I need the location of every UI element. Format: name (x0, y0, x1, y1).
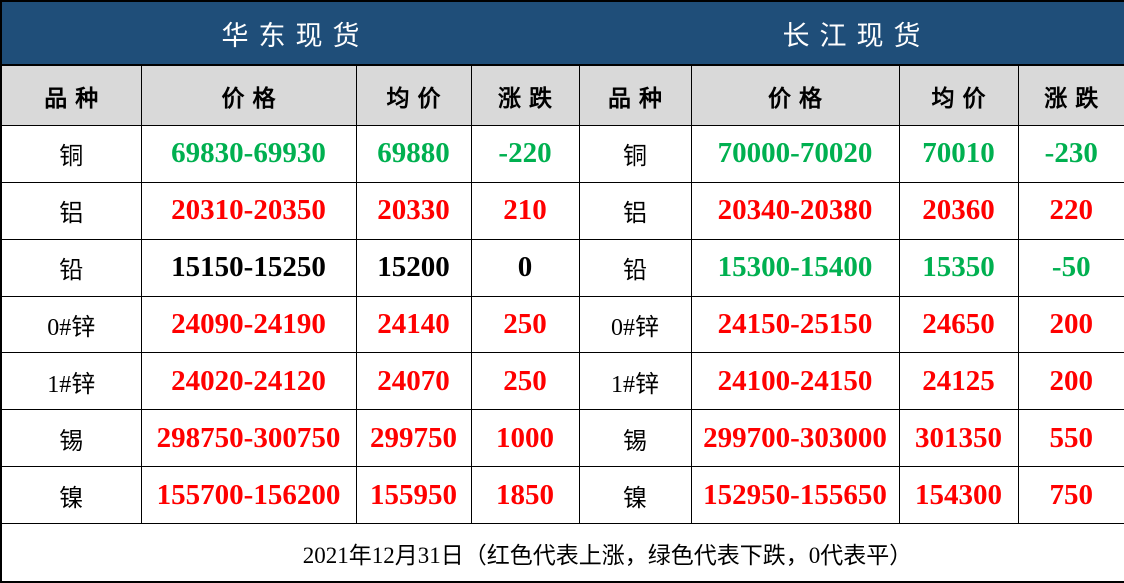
huadong-name-cell: 铝 (0, 181, 142, 240)
changjiang-change-cell: 200 (1017, 295, 1124, 354)
col-header-huadong-change: 涨跌 (470, 64, 580, 126)
changjiang-name-cell: 铝 (578, 181, 692, 240)
changjiang-change-cell: 220 (1017, 181, 1124, 240)
huadong-change-cell: 210 (470, 181, 580, 240)
changjiang-name-cell: 铜 (578, 125, 692, 183)
col-header-changjiang-change: 涨跌 (1017, 64, 1124, 126)
huadong-change-cell: 1000 (470, 409, 580, 468)
price-row-3: 0#锌 24090-24190 24140 250 0#锌 24150-25150 2465… (0, 295, 1124, 354)
price-row-2: 铅 15150-15250 15200 0 铅 15300-15400 15350 -50 (0, 238, 1124, 297)
changjiang-avg-cell: 24125 (898, 352, 1019, 411)
huadong-avg-cell: 15200 (355, 238, 472, 297)
changjiang-change-cell: 200 (1017, 352, 1124, 411)
changjiang-name-cell: 1#锌 (578, 352, 692, 411)
huadong-name-cell: 铜 (0, 125, 142, 183)
huadong-price-cell: 24020-24120 (140, 352, 357, 411)
huadong-change-cell: -220 (470, 125, 580, 183)
changjiang-price-cell: 70000-70020 (690, 125, 900, 183)
changjiang-change-cell: -230 (1017, 125, 1124, 183)
price-row-5: 锡 298750-300750 299750 1000 锡 299700-303000 30… (0, 409, 1124, 468)
huadong-price-cell: 298750-300750 (140, 409, 357, 468)
changjiang-change-cell: 750 (1017, 466, 1124, 524)
changjiang-name-cell: 0#锌 (578, 295, 692, 354)
col-header-huadong-price: 价格 (140, 64, 357, 126)
huadong-avg-cell: 69880 (355, 125, 472, 183)
price-row-4: 1#锌 24020-24120 24070 250 1#锌 24100-24150 2412… (0, 352, 1124, 411)
huadong-price-cell: 15150-15250 (140, 238, 357, 297)
col-header-changjiang-average: 均价 (898, 64, 1019, 126)
huadong-change-cell: 250 (470, 295, 580, 354)
changjiang-name-cell: 锡 (578, 409, 692, 468)
changjiang-avg-cell: 20360 (898, 181, 1019, 240)
table-title-changjiang: 长江现货 (579, 1, 1124, 66)
changjiang-avg-cell: 15350 (898, 238, 1019, 297)
price-row-0: 铜 69830-69930 69880 -220 铜 70000-70020 70010 -2… (0, 125, 1124, 183)
huadong-change-cell: 0 (470, 238, 580, 297)
huadong-price-cell: 155700-156200 (140, 466, 357, 524)
changjiang-price-cell: 20340-20380 (690, 181, 900, 240)
col-header-huadong-average: 均价 (355, 64, 472, 126)
col-header-changjiang-variety: 品种 (578, 64, 692, 126)
changjiang-avg-cell: 24650 (898, 295, 1019, 354)
huadong-avg-cell: 24070 (355, 352, 472, 411)
footer-row: 2021年12月31日（红色代表上涨，绿色代表下跌，0代表平） (1, 523, 1124, 582)
market-title-row: 华东现货 长江现货 (1, 1, 1124, 66)
price-table-body: 铜 69830-69930 69880 -220 铜 70000-70020 70010 -2… (0, 125, 1124, 524)
changjiang-avg-cell: 154300 (898, 466, 1019, 524)
huadong-name-cell: 锡 (0, 409, 142, 468)
huadong-avg-cell: 24140 (355, 295, 472, 354)
huadong-name-cell: 镍 (0, 466, 142, 524)
huadong-change-cell: 250 (470, 352, 580, 411)
huadong-avg-cell: 299750 (355, 409, 472, 468)
huadong-avg-cell: 20330 (355, 181, 472, 240)
table-title-huadong: 华东现货 (1, 1, 579, 66)
huadong-price-cell: 20310-20350 (140, 181, 357, 240)
changjiang-avg-cell: 301350 (898, 409, 1019, 468)
changjiang-name-cell: 镍 (578, 466, 692, 524)
changjiang-name-cell: 铅 (578, 238, 692, 297)
price-row-1: 铝 20310-20350 20330 210 铝 20340-20380 20360 220 (0, 181, 1124, 240)
huadong-name-cell: 0#锌 (0, 295, 142, 354)
changjiang-price-cell: 152950-155650 (690, 466, 900, 524)
price-row-6: 镍 155700-156200 155950 1850 镍 152950-155650 15… (0, 466, 1124, 524)
changjiang-change-cell: -50 (1017, 238, 1124, 297)
huadong-change-cell: 1850 (470, 466, 580, 524)
changjiang-price-cell: 15300-15400 (690, 238, 900, 297)
huadong-price-cell: 69830-69930 (140, 125, 357, 183)
col-header-changjiang-price: 价格 (690, 64, 900, 126)
huadong-name-cell: 1#锌 (0, 352, 142, 411)
changjiang-price-cell: 299700-303000 (690, 409, 900, 468)
huadong-price-cell: 24090-24190 (140, 295, 357, 354)
column-header-row: 品种 价格 均价 涨跌 品种 价格 均价 涨跌 (0, 64, 1124, 126)
changjiang-change-cell: 550 (1017, 409, 1124, 468)
changjiang-price-cell: 24150-25150 (690, 295, 900, 354)
col-header-huadong-variety: 品种 (0, 64, 142, 126)
changjiang-avg-cell: 70010 (898, 125, 1019, 183)
footer-note: 2021年12月31日（红色代表上涨，绿色代表下跌，0代表平） (1, 523, 1124, 582)
changjiang-price-cell: 24100-24150 (690, 352, 900, 411)
huadong-name-cell: 铅 (0, 238, 142, 297)
huadong-avg-cell: 155950 (355, 466, 472, 524)
